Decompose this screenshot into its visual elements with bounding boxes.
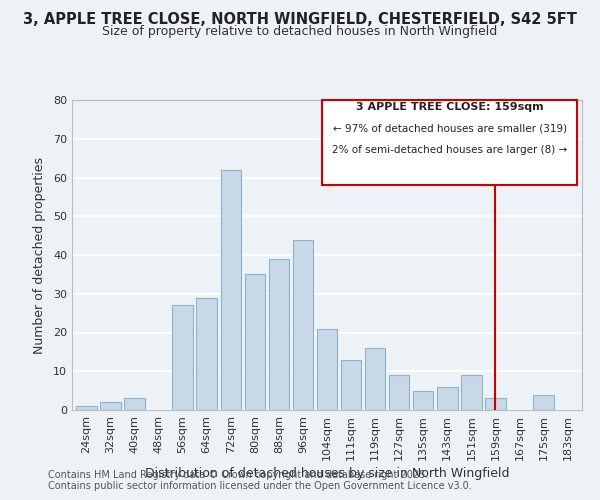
Bar: [389, 375, 409, 410]
Bar: [124, 398, 145, 410]
Bar: [100, 402, 121, 410]
Bar: [485, 398, 506, 410]
Bar: [461, 375, 482, 410]
Bar: [413, 390, 433, 410]
Bar: [365, 348, 385, 410]
Y-axis label: Number of detached properties: Number of detached properties: [33, 156, 46, 354]
Bar: [172, 306, 193, 410]
Text: Contains public sector information licensed under the Open Government Licence v3: Contains public sector information licen…: [48, 481, 472, 491]
Bar: [196, 298, 217, 410]
X-axis label: Distribution of detached houses by size in North Wingfield: Distribution of detached houses by size …: [145, 467, 509, 480]
Bar: [293, 240, 313, 410]
Bar: [437, 387, 458, 410]
Text: 3 APPLE TREE CLOSE: 159sqm: 3 APPLE TREE CLOSE: 159sqm: [356, 102, 544, 112]
Bar: [317, 328, 337, 410]
Text: Size of property relative to detached houses in North Wingfield: Size of property relative to detached ho…: [103, 25, 497, 38]
Bar: [221, 170, 241, 410]
FancyBboxPatch shape: [322, 100, 577, 185]
Bar: [341, 360, 361, 410]
Bar: [245, 274, 265, 410]
Text: ← 97% of detached houses are smaller (319): ← 97% of detached houses are smaller (31…: [332, 123, 567, 133]
Text: 2% of semi-detached houses are larger (8) →: 2% of semi-detached houses are larger (8…: [332, 145, 568, 155]
Text: Contains HM Land Registry data © Crown copyright and database right 2025.: Contains HM Land Registry data © Crown c…: [48, 470, 428, 480]
Bar: [76, 406, 97, 410]
Text: 3, APPLE TREE CLOSE, NORTH WINGFIELD, CHESTERFIELD, S42 5FT: 3, APPLE TREE CLOSE, NORTH WINGFIELD, CH…: [23, 12, 577, 28]
Bar: [533, 394, 554, 410]
Bar: [269, 259, 289, 410]
